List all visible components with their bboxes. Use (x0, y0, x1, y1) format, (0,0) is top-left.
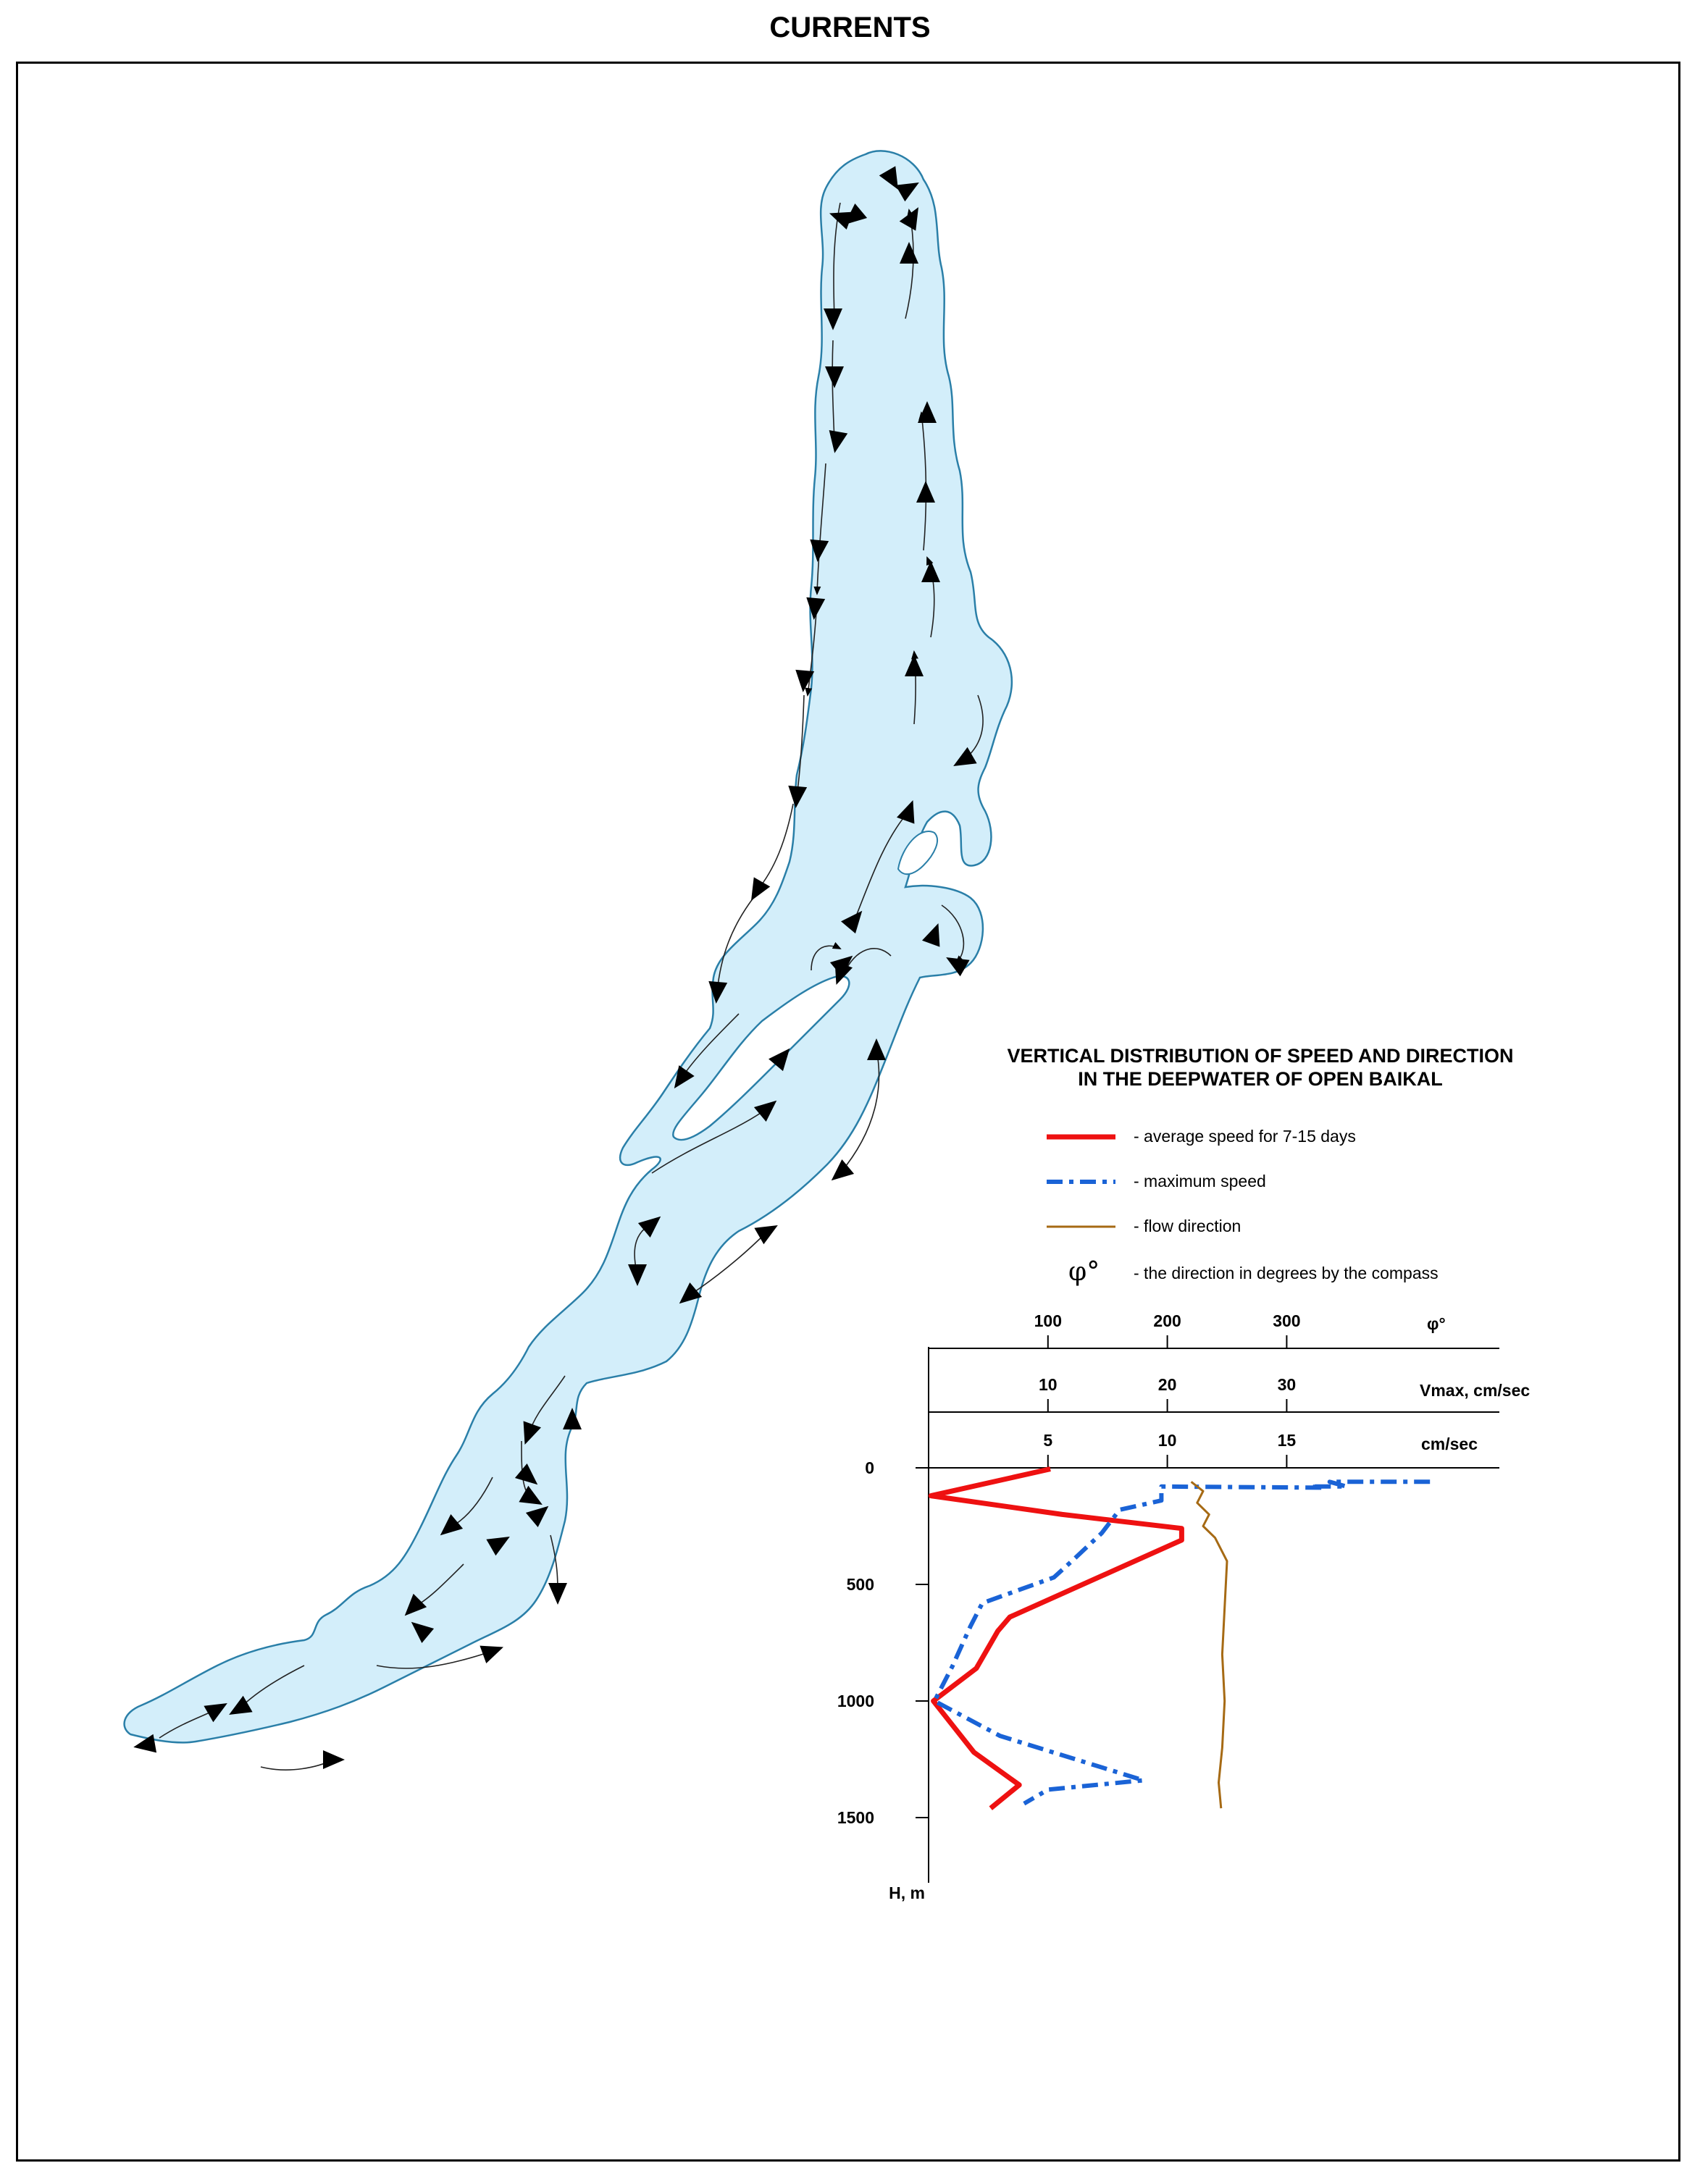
current-arrowhead (795, 669, 815, 692)
current-arrowhead (921, 923, 940, 947)
current-line (941, 904, 965, 965)
legend-label-average-speed: - average speed for 7-15 days (1134, 1127, 1356, 1146)
current-arrowhead (899, 207, 918, 231)
current-arrowhead (810, 539, 829, 562)
current-arrowhead (480, 1645, 504, 1664)
current-arrowhead (921, 560, 940, 582)
current-arrowhead (825, 366, 844, 388)
series-line-1 (932, 1479, 1431, 1806)
current-arrowhead (486, 1537, 510, 1556)
current-arrowhead (411, 1621, 435, 1643)
axis-direction-tick-label: 100 (1034, 1311, 1062, 1330)
current-arrowhead (404, 1593, 427, 1616)
axis-direction-tick-label: 200 (1153, 1311, 1181, 1330)
current-arrowhead (829, 429, 848, 453)
vertical-distribution-chart: 100 200 300 10 20 30 5 10 15 φ° Vmax, cm/sec cm/sec… (837, 1311, 1531, 1902)
map-frame (16, 62, 1680, 2162)
current-arrowhead (708, 980, 728, 1004)
legend-phi-symbol: φ° (1068, 1257, 1100, 1287)
series-line-2 (1190, 1481, 1228, 1809)
current-arrowhead (523, 1421, 542, 1445)
axis-speed-tick-label: 15 (1278, 1431, 1297, 1450)
current-line (714, 897, 754, 994)
current-arrowhead (905, 655, 924, 676)
current-arrowhead (829, 955, 853, 977)
current-arrowhead (806, 597, 826, 620)
current-arrowhead (674, 1065, 695, 1089)
axis-depth-tick-label: 0 (865, 1458, 874, 1477)
current-arrowhead (229, 1695, 253, 1715)
axis-depth-tick-label: 500 (847, 1575, 874, 1594)
axis-vmax-tick-label: 30 (1278, 1375, 1297, 1394)
page-title: CURRENTS (769, 12, 931, 43)
current-line (651, 1106, 769, 1174)
current-arrowhead (754, 1225, 778, 1245)
axis-direction-tick-label: 300 (1273, 1311, 1300, 1330)
current-arrowhead (637, 1216, 661, 1238)
current-arrowhead (900, 242, 918, 264)
legend-label-maximum-speed: - maximum speed (1134, 1172, 1266, 1190)
inset-title-line2: IN THE DEEPWATER OF OPEN BAIKAL (1078, 1068, 1443, 1090)
current-line (839, 1049, 880, 1175)
current-arrowhead (841, 910, 863, 934)
current-arrowhead (628, 1264, 647, 1286)
peninsula-gap (897, 831, 938, 875)
axis-direction-label: φ° (1427, 1314, 1446, 1333)
current-arrowhead (831, 1159, 855, 1181)
axis-depth-tick-label: 1500 (837, 1808, 874, 1827)
axis-depth-tick-label: 1000 (837, 1692, 874, 1710)
current-arrowhead (525, 1505, 549, 1527)
current-line (260, 1759, 335, 1771)
axis-vmax-label: Vmax, cm/sec (1420, 1381, 1530, 1400)
current-arrowhead (679, 1282, 703, 1304)
current-arrowhead (844, 203, 868, 225)
axis-speed-tick-label: 10 (1158, 1431, 1177, 1450)
current-arrowheads (133, 166, 977, 1769)
current-arrowhead (519, 1485, 543, 1505)
legend-label-flow-direction: - flow direction (1134, 1217, 1241, 1235)
current-arrowhead (953, 747, 977, 766)
current-arrowhead (895, 182, 919, 202)
current-arrowhead (323, 1750, 345, 1769)
current-arrowhead (440, 1514, 464, 1536)
legend-label-compass-direction: - the direction in degrees by the compas… (1134, 1264, 1439, 1282)
current-arrowhead (769, 1048, 790, 1072)
current-arrowhead (918, 401, 937, 423)
current-line (854, 810, 910, 920)
axis-speed-tick-label: 5 (1043, 1431, 1052, 1450)
current-arrowhead (829, 211, 853, 230)
current-arrowhead (896, 799, 915, 824)
current-arrowhead (916, 481, 935, 503)
current-arrowhead (824, 308, 842, 330)
inset-title-line1: VERTICAL DISTRIBUTION OF SPEED AND DIREC… (1007, 1045, 1514, 1067)
current-line (811, 942, 842, 971)
lake-outline (123, 150, 1013, 1744)
axis-vmax-tick-label: 10 (1039, 1375, 1058, 1394)
current-arrowhead (751, 877, 771, 901)
current-line (830, 340, 838, 443)
current-arrowhead (204, 1703, 227, 1723)
axis-vmax-tick-label: 20 (1158, 1375, 1177, 1394)
current-arrowhead (514, 1463, 538, 1485)
current-arrowhead (867, 1038, 886, 1060)
current-arrowhead (879, 166, 898, 190)
current-arrowhead (563, 1408, 582, 1429)
current-line (813, 463, 826, 595)
current-arrowhead (946, 957, 970, 977)
axis-speed-label: cm/sec (1421, 1435, 1478, 1453)
current-line (376, 1650, 494, 1669)
current-arrowhead (133, 1734, 157, 1753)
axis-depth-label: H, m (889, 1883, 925, 1902)
current-arrowhead (753, 1100, 777, 1122)
current-arrowhead (548, 1583, 567, 1605)
current-arrowhead (788, 785, 808, 808)
olkhon-island (672, 975, 850, 1141)
series-line-0 (928, 1466, 1184, 1810)
